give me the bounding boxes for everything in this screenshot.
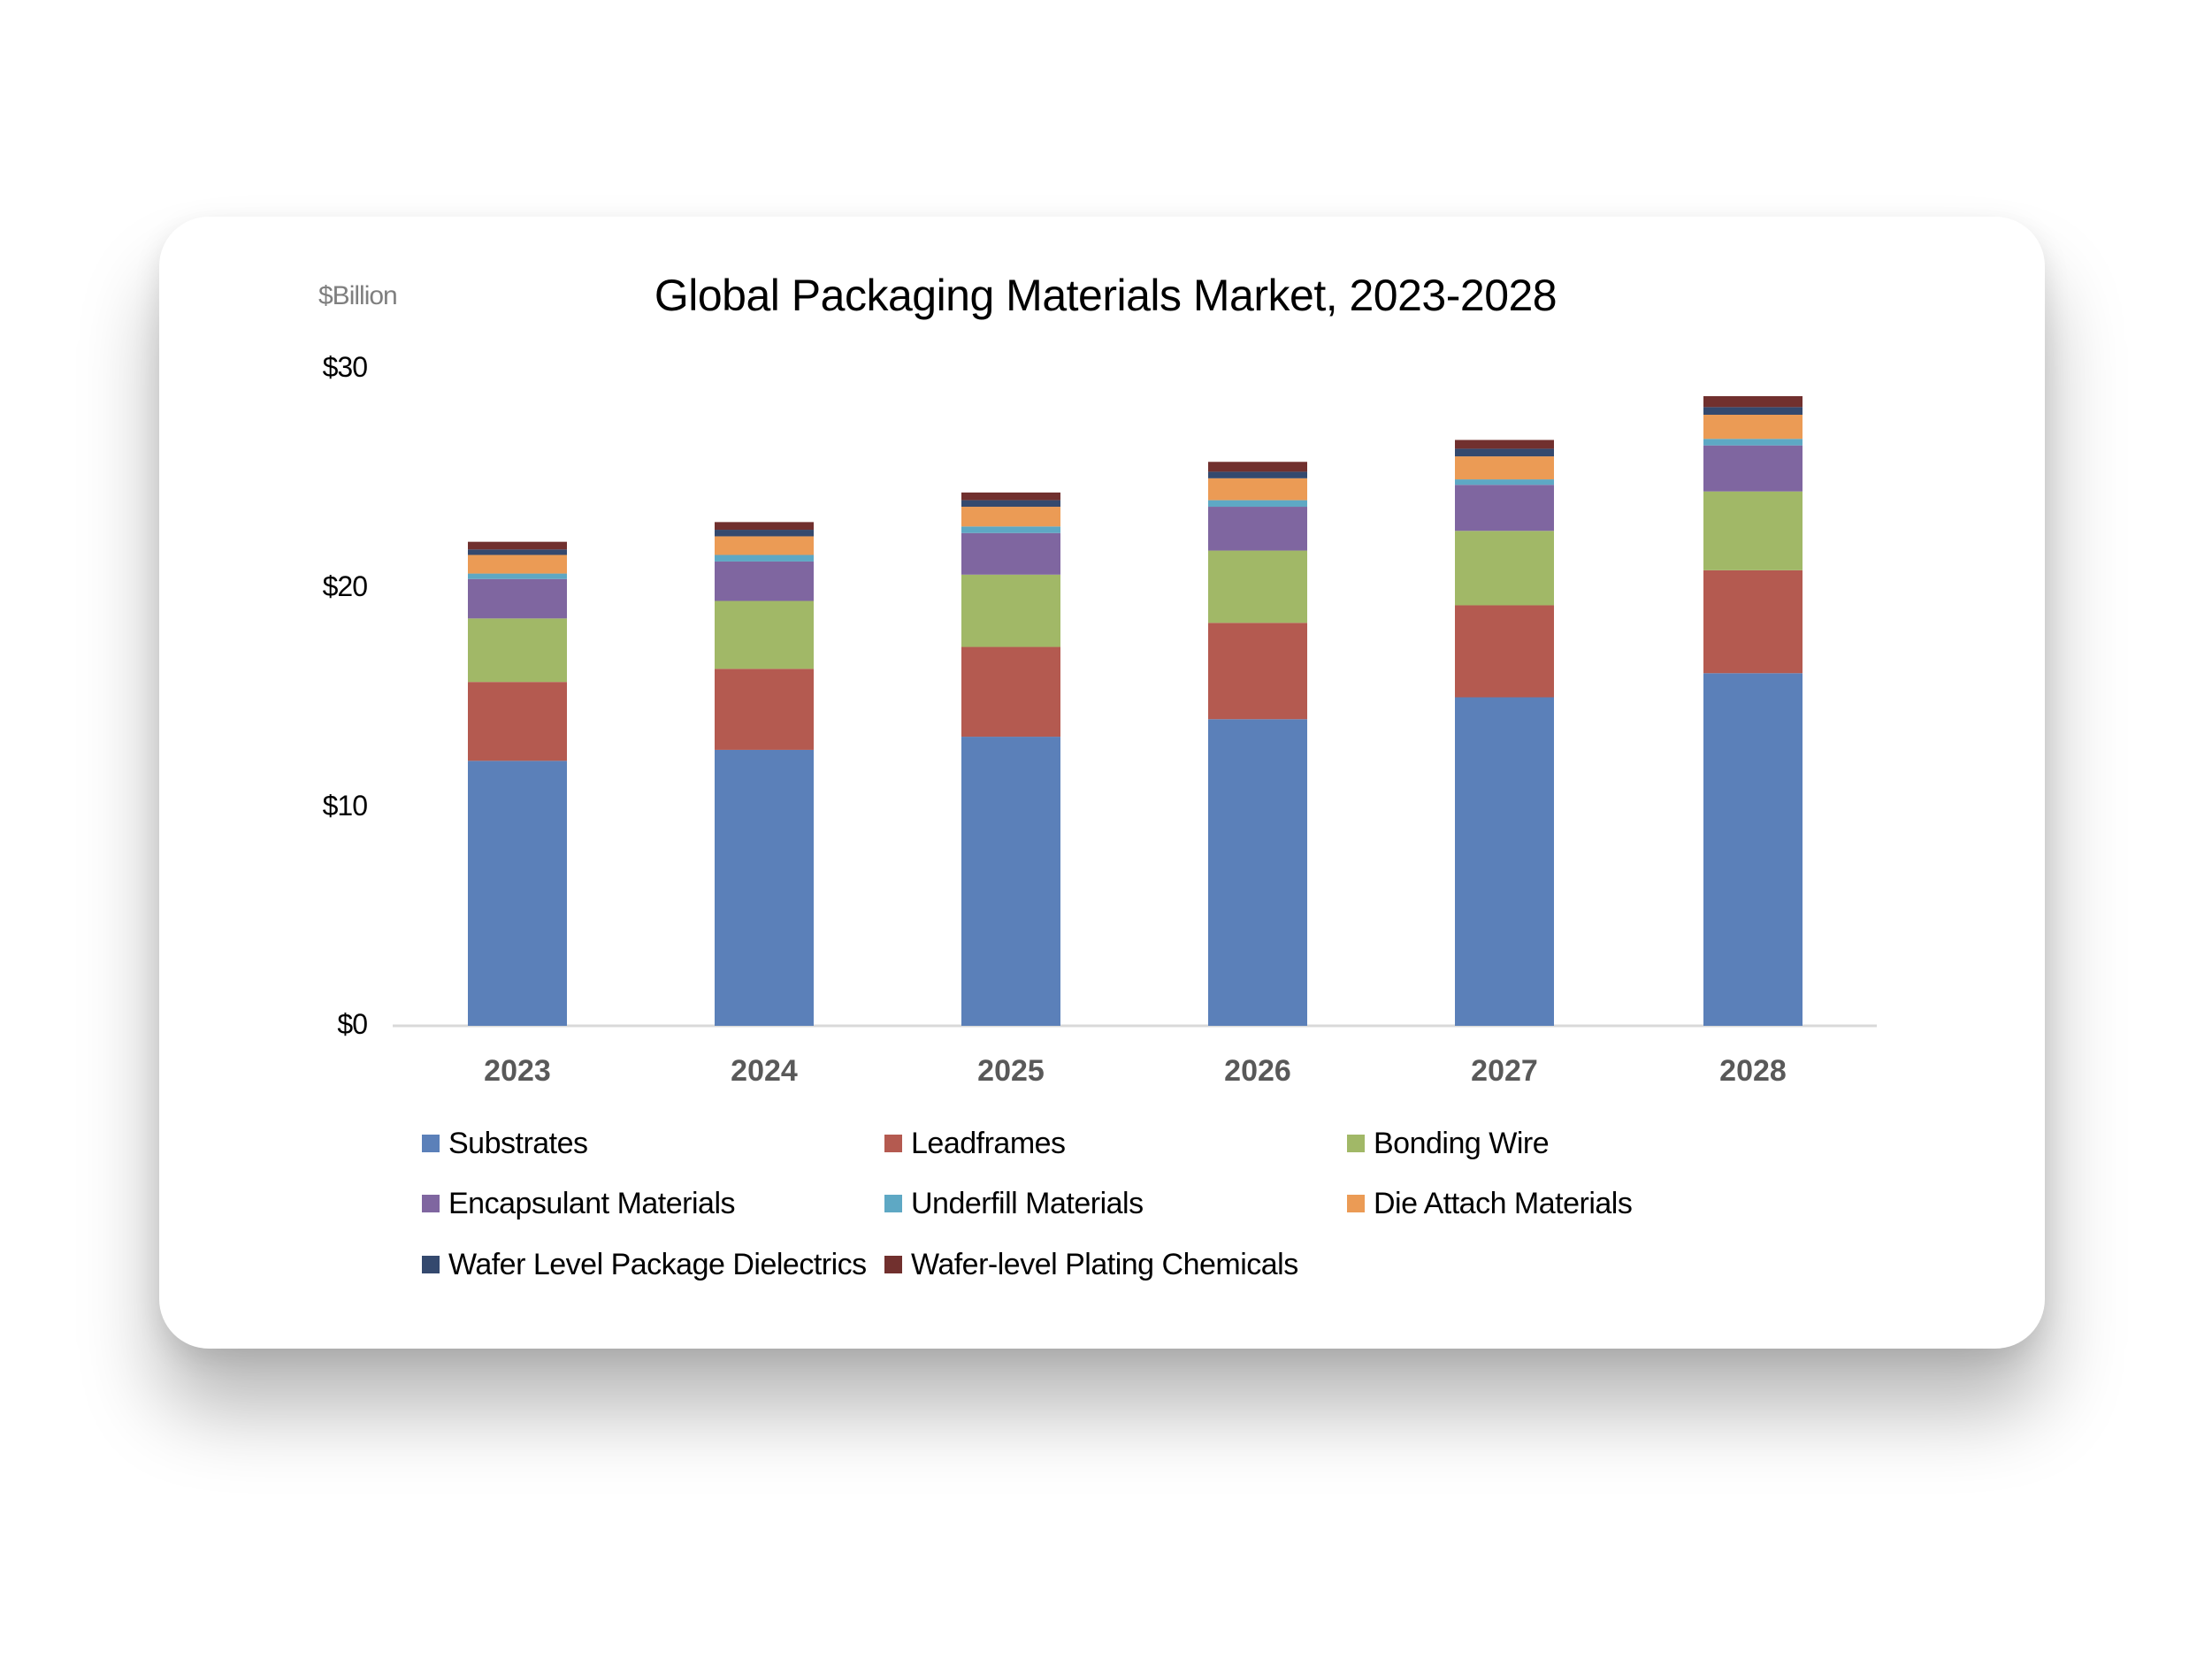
bar-segment-wafer-level-package-dielectrics-2026 bbox=[1208, 471, 1307, 478]
bar-segment-die-attach-materials-2027 bbox=[1455, 456, 1554, 480]
bar-segment-encapsulant-materials-2028 bbox=[1703, 445, 1803, 492]
bar-stacks bbox=[468, 395, 1803, 1026]
bar-segment-underfill-materials-2024 bbox=[715, 554, 814, 562]
legend-item-substrates[interactable]: Substrates bbox=[422, 1124, 588, 1163]
bar-segment-bonding-wire-2027 bbox=[1455, 531, 1554, 606]
bar-segment-encapsulant-materials-2023 bbox=[468, 578, 567, 619]
legend-item-wafer-level-plating-chemicals[interactable]: Wafer-level Plating Chemicals bbox=[884, 1245, 1298, 1284]
legend-label: Leadframes bbox=[911, 1126, 1066, 1160]
bar-segment-bonding-wire-2024 bbox=[715, 600, 814, 669]
x-tick-label: 2026 bbox=[1224, 1054, 1291, 1088]
legend-swatch bbox=[422, 1195, 440, 1212]
bar-segment-substrates-2025 bbox=[961, 737, 1060, 1026]
bar-segment-encapsulant-materials-2024 bbox=[715, 561, 814, 601]
bar-segment-encapsulant-materials-2027 bbox=[1455, 485, 1554, 531]
legend-label: Encapsulant Materials bbox=[448, 1186, 736, 1220]
bar-segment-die-attach-materials-2028 bbox=[1703, 415, 1803, 440]
bar-segment-wafer-level-package-dielectrics-2027 bbox=[1455, 448, 1554, 457]
bar-stack-2027 bbox=[1455, 440, 1554, 1026]
x-tick-label: 2028 bbox=[1719, 1054, 1787, 1088]
legend-item-encapsulant-materials[interactable]: Encapsulant Materials bbox=[422, 1184, 736, 1223]
bar-segment-leadframes-2027 bbox=[1455, 605, 1554, 698]
legend-label: Wafer Level Package Dielectrics bbox=[448, 1247, 867, 1281]
y-tick-label: $0 bbox=[337, 1008, 368, 1040]
legend-label: Underfill Materials bbox=[911, 1186, 1144, 1220]
legend-swatch bbox=[884, 1256, 902, 1273]
bar-segment-substrates-2024 bbox=[715, 749, 814, 1026]
bar-segment-substrates-2027 bbox=[1455, 697, 1554, 1026]
bar-segment-leadframes-2023 bbox=[468, 682, 567, 761]
legend-label: Substrates bbox=[448, 1126, 588, 1160]
bar-segment-die-attach-materials-2025 bbox=[961, 507, 1060, 527]
legend-label: Bonding Wire bbox=[1374, 1126, 1550, 1160]
bar-segment-leadframes-2026 bbox=[1208, 623, 1307, 720]
bar-segment-wafer-level-plating-chemicals-2028 bbox=[1703, 395, 1803, 408]
x-tick-label: 2025 bbox=[977, 1054, 1045, 1088]
x-tick-label: 2024 bbox=[731, 1054, 798, 1088]
bar-stack-2024 bbox=[715, 522, 814, 1026]
bar-stack-2028 bbox=[1703, 395, 1803, 1026]
legend-swatch bbox=[422, 1135, 440, 1152]
bar-segment-underfill-materials-2027 bbox=[1455, 479, 1554, 485]
bar-segment-encapsulant-materials-2025 bbox=[961, 532, 1060, 575]
legend-label: Wafer-level Plating Chemicals bbox=[911, 1247, 1298, 1281]
x-tick-label: 2023 bbox=[484, 1054, 551, 1088]
bar-segment-wafer-level-package-dielectrics-2025 bbox=[961, 500, 1060, 508]
bar-stack-2023 bbox=[468, 541, 567, 1026]
bar-segment-die-attach-materials-2023 bbox=[468, 554, 567, 574]
legend-item-leadframes[interactable]: Leadframes bbox=[884, 1124, 1066, 1163]
bar-segment-wafer-level-package-dielectrics-2024 bbox=[715, 530, 814, 537]
bar-segment-leadframes-2028 bbox=[1703, 570, 1803, 674]
legend-swatch bbox=[422, 1256, 440, 1273]
bar-segment-leadframes-2025 bbox=[961, 646, 1060, 738]
bar-segment-die-attach-materials-2026 bbox=[1208, 478, 1307, 501]
bar-segment-underfill-materials-2026 bbox=[1208, 500, 1307, 508]
legend-swatch bbox=[1347, 1135, 1365, 1152]
bar-segment-underfill-materials-2025 bbox=[961, 526, 1060, 533]
legend-swatch bbox=[884, 1135, 902, 1152]
bar-segment-underfill-materials-2023 bbox=[468, 573, 567, 579]
bar-stack-2025 bbox=[961, 492, 1060, 1026]
bar-segment-wafer-level-plating-chemicals-2027 bbox=[1455, 440, 1554, 449]
legend-swatch bbox=[884, 1195, 902, 1212]
y-tick-label: $30 bbox=[322, 351, 368, 383]
bar-segment-leadframes-2024 bbox=[715, 669, 814, 750]
legend-item-bonding-wire[interactable]: Bonding Wire bbox=[1347, 1124, 1550, 1163]
bar-segment-bonding-wire-2026 bbox=[1208, 550, 1307, 623]
legend-label: Die Attach Materials bbox=[1374, 1186, 1633, 1220]
bar-segment-underfill-materials-2028 bbox=[1703, 439, 1803, 446]
legend-item-underfill-materials[interactable]: Underfill Materials bbox=[884, 1184, 1144, 1223]
bar-segment-encapsulant-materials-2026 bbox=[1208, 507, 1307, 551]
bar-segment-wafer-level-plating-chemicals-2025 bbox=[961, 492, 1060, 501]
bar-segment-wafer-level-plating-chemicals-2024 bbox=[715, 522, 814, 531]
bar-segment-bonding-wire-2028 bbox=[1703, 491, 1803, 570]
bar-segment-bonding-wire-2023 bbox=[468, 618, 567, 683]
x-tick-label: 2027 bbox=[1471, 1054, 1538, 1088]
chart-title: Global Packaging Materials Market, 2023-… bbox=[654, 271, 1558, 320]
y-tick-label: $20 bbox=[322, 570, 368, 602]
bar-segment-bonding-wire-2025 bbox=[961, 574, 1060, 647]
bar-stack-2026 bbox=[1208, 462, 1307, 1026]
bar-segment-wafer-level-plating-chemicals-2023 bbox=[468, 541, 567, 550]
bar-segment-wafer-level-package-dielectrics-2028 bbox=[1703, 407, 1803, 416]
bar-segment-die-attach-materials-2024 bbox=[715, 536, 814, 555]
y-unit-label: $Billion bbox=[318, 281, 398, 310]
y-tick-label: $10 bbox=[322, 790, 368, 822]
bar-segment-substrates-2026 bbox=[1208, 719, 1307, 1026]
legend-item-die-attach-materials[interactable]: Die Attach Materials bbox=[1347, 1184, 1633, 1223]
bar-segment-substrates-2028 bbox=[1703, 673, 1803, 1026]
bar-segment-wafer-level-package-dielectrics-2023 bbox=[468, 549, 567, 555]
bar-segment-substrates-2023 bbox=[468, 761, 567, 1026]
bar-segment-wafer-level-plating-chemicals-2026 bbox=[1208, 462, 1307, 472]
legend-item-wafer-level-package-dielectrics[interactable]: Wafer Level Package Dielectrics bbox=[422, 1245, 867, 1284]
legend-swatch bbox=[1347, 1195, 1365, 1212]
